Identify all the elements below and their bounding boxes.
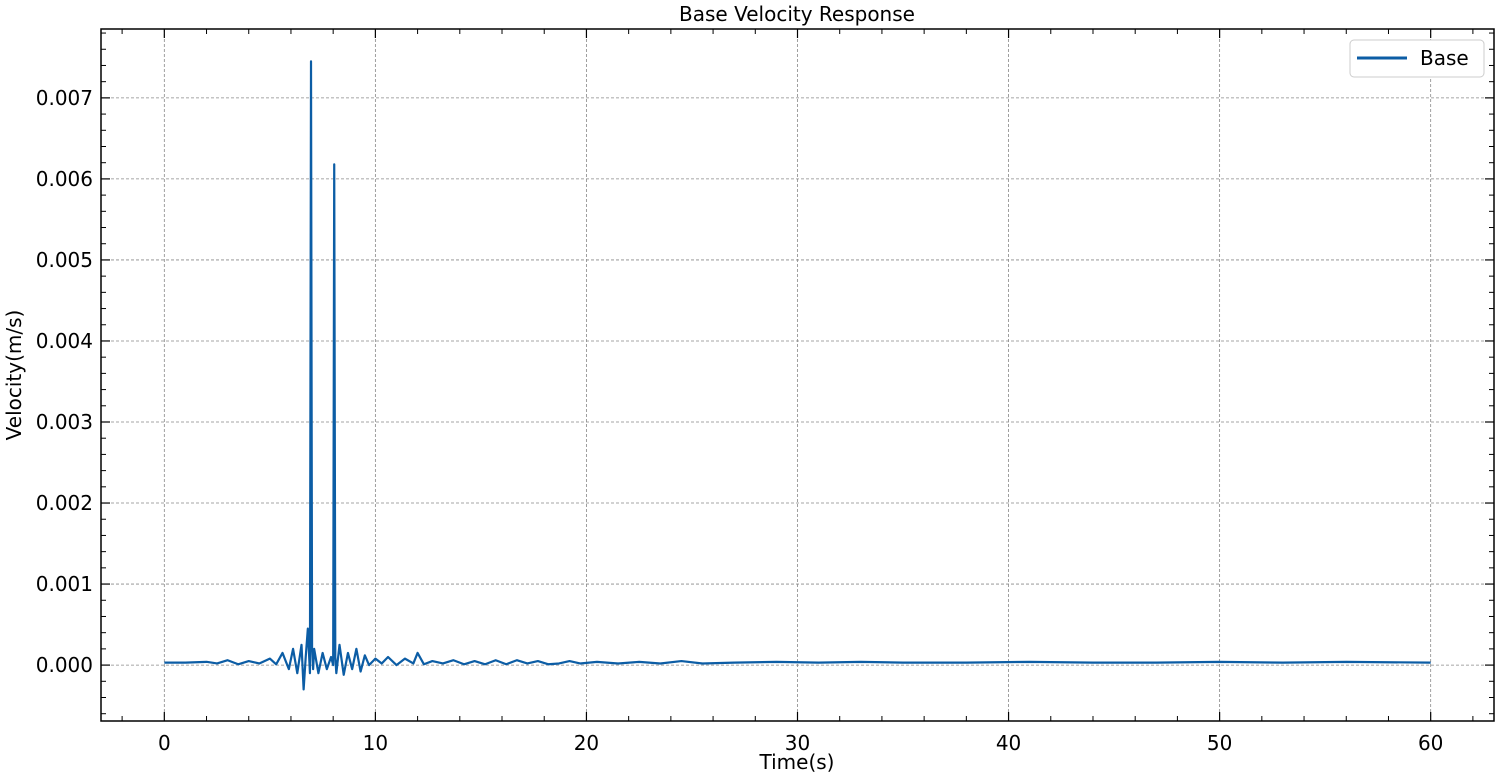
y-tick-label: 0.005 <box>36 248 93 272</box>
x-tick-label: 60 <box>1418 731 1443 755</box>
legend-label-base: Base <box>1420 46 1469 70</box>
y-tick-label: 0.006 <box>36 167 93 191</box>
legend: Base <box>1349 39 1485 78</box>
x-tick-label: 40 <box>996 731 1021 755</box>
y-tick-label: 0.000 <box>36 653 93 677</box>
ticks: 0 10 20 30 40 50 60 0.000 0.001 0.002 0.003 0.004 0.… <box>36 29 1494 755</box>
x-tick-label: 20 <box>574 731 599 755</box>
plot-frame <box>100 28 1495 722</box>
y-tick-label: 0.007 <box>36 86 93 110</box>
y-axis-label: Velocity(m/s) <box>2 310 26 441</box>
y-tick-label: 0.004 <box>36 329 93 353</box>
x-tick-label: 50 <box>1207 731 1232 755</box>
y-tick-label: 0.003 <box>36 410 93 434</box>
x-axis-label: Time(s) <box>759 750 835 774</box>
legend-box <box>1349 39 1485 78</box>
y-tick-label: 0.001 <box>36 572 93 596</box>
chart-title: Base Velocity Response <box>679 2 915 26</box>
x-tick-label: 30 <box>785 731 810 755</box>
series-layer <box>164 60 1431 691</box>
x-tick-label: 0 <box>158 731 171 755</box>
series-line-base <box>164 60 1431 691</box>
x-tick-label: 10 <box>363 731 388 755</box>
y-tick-label: 0.002 <box>36 491 93 515</box>
